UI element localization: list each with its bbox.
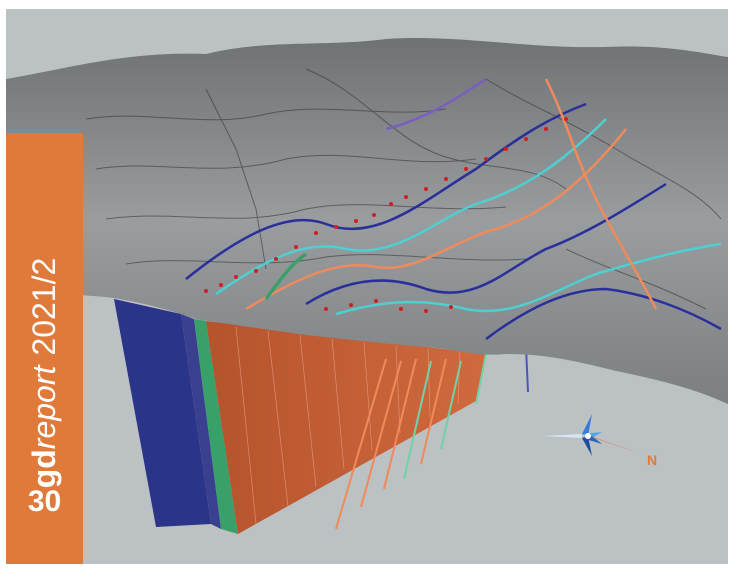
- brand-italic: report: [26, 365, 62, 450]
- topographic-map-texture: [85, 68, 722, 310]
- publication-title: gdreport 2021/2: [26, 257, 62, 489]
- profile-wall-blue: [114, 299, 211, 527]
- geological-contact-lines: [185, 77, 722, 341]
- side-tab: gdreport 2021/2 30: [6, 133, 83, 564]
- issue-number: 2021/2: [26, 257, 62, 356]
- profile-wall-green: [194, 319, 238, 534]
- geological-3d-model: [6, 37, 728, 534]
- profile-wall-orange: [206, 321, 486, 534]
- compass-rose-icon: [542, 414, 642, 456]
- observation-markers: [204, 117, 568, 313]
- profile-wall-hatching: [235, 326, 461, 525]
- boreholes: [335, 346, 529, 530]
- compass-north-label: N: [647, 452, 658, 468]
- cover-page: gdreport 2021/2 30 N: [6, 9, 728, 564]
- page-number: 30: [27, 485, 62, 518]
- brand-bold: gd: [26, 449, 62, 489]
- profile-wall-purple: [181, 314, 221, 529]
